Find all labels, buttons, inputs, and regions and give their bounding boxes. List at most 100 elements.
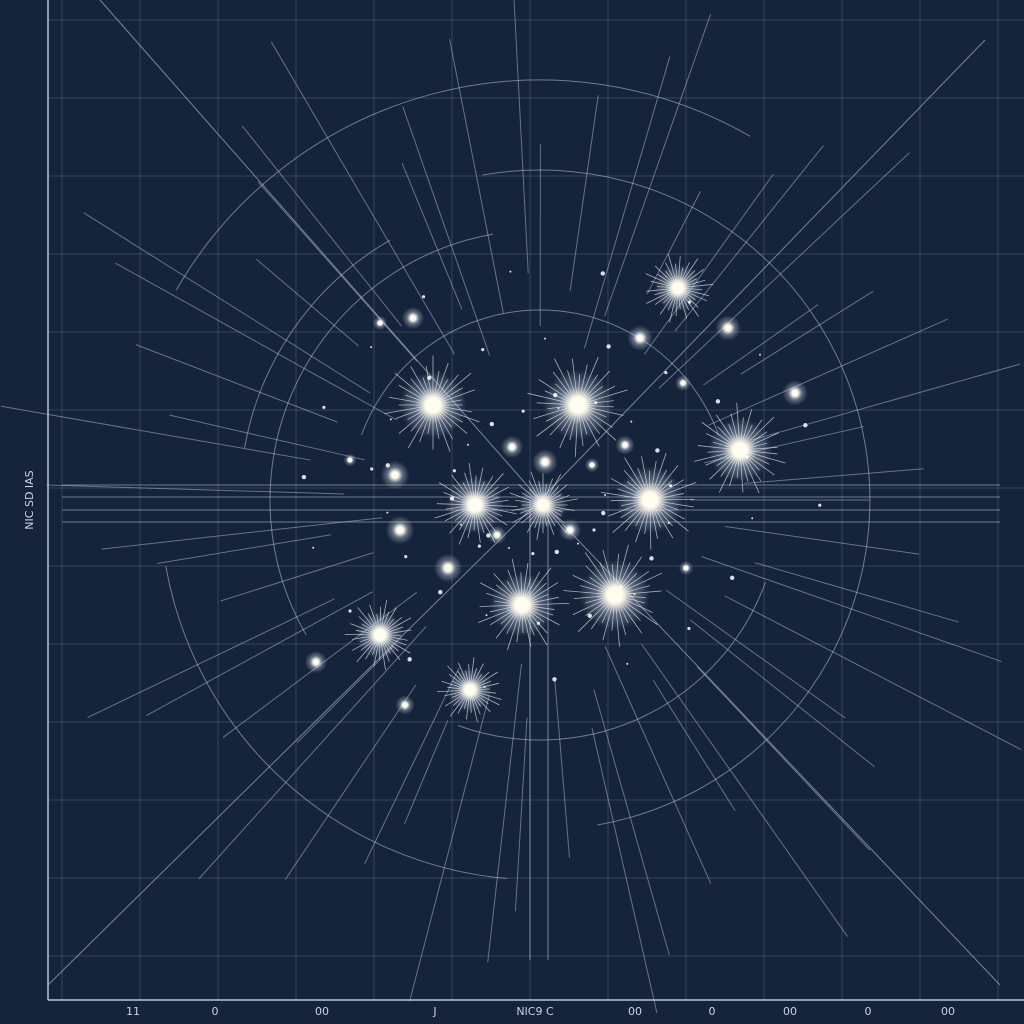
dust	[687, 626, 691, 631]
dust	[745, 455, 749, 459]
arc	[269, 233, 494, 636]
line	[689, 619, 875, 768]
dust	[407, 657, 412, 662]
dust	[477, 544, 481, 548]
dust	[531, 551, 535, 556]
dust	[483, 686, 486, 689]
star-core	[672, 282, 684, 294]
star-core	[396, 526, 404, 534]
x-label: 00	[783, 1005, 797, 1018]
line	[115, 262, 398, 421]
x-label: 0	[212, 1005, 219, 1018]
star-core	[542, 459, 548, 465]
line	[409, 695, 490, 1002]
star-core	[622, 442, 628, 448]
line	[87, 598, 335, 718]
line	[404, 720, 449, 824]
line	[514, 717, 528, 912]
dust	[370, 346, 373, 349]
dust	[601, 510, 606, 516]
stars	[301, 253, 822, 723]
line	[145, 591, 373, 717]
grid	[48, 0, 1024, 1000]
star-core	[509, 444, 515, 450]
star-core	[464, 684, 476, 696]
line	[402, 106, 491, 356]
line	[554, 680, 570, 858]
dust	[664, 370, 668, 375]
star-core	[374, 629, 386, 641]
line	[135, 344, 338, 423]
dust	[485, 614, 488, 617]
line	[157, 534, 331, 564]
line	[724, 595, 1022, 751]
dust	[554, 549, 560, 555]
star-core	[313, 659, 319, 665]
line	[47, 499, 541, 986]
x-label: J	[432, 1005, 436, 1018]
dust	[386, 511, 389, 514]
dust	[536, 621, 541, 625]
line	[364, 667, 460, 865]
star-core	[567, 527, 573, 533]
star-core	[725, 325, 731, 331]
x-label: NIC9 C	[516, 1005, 554, 1018]
star-core	[514, 597, 530, 613]
dust	[818, 503, 822, 507]
star-core	[377, 320, 383, 326]
star-core	[792, 390, 798, 396]
star-core	[444, 564, 452, 572]
dust	[449, 496, 455, 501]
star-core	[425, 397, 441, 413]
star-core	[468, 498, 482, 512]
line	[296, 645, 394, 743]
dust	[552, 677, 557, 682]
line	[646, 191, 702, 295]
star-core	[642, 492, 658, 508]
line	[674, 145, 824, 332]
star-core	[589, 462, 595, 468]
line	[604, 645, 712, 884]
line	[487, 663, 522, 963]
line	[740, 290, 874, 375]
x-labels: 11 0 00 J NIC9 C 00 0 00 0 00	[126, 1005, 955, 1018]
dust	[486, 533, 491, 538]
line	[752, 363, 1021, 441]
line	[101, 517, 383, 550]
arc	[165, 565, 507, 880]
dust	[587, 613, 593, 618]
line	[46, 484, 345, 495]
dust	[687, 300, 692, 304]
dust	[729, 575, 735, 581]
dust	[594, 400, 598, 405]
dust	[758, 353, 761, 356]
arc	[244, 239, 391, 448]
line	[591, 728, 658, 1013]
line	[665, 589, 846, 719]
dust	[557, 407, 560, 410]
dust	[438, 589, 443, 595]
dust	[544, 337, 546, 340]
dust	[592, 528, 596, 532]
dust	[655, 448, 660, 453]
star-core	[347, 457, 353, 463]
dust	[421, 295, 426, 299]
y-label: NIC SD IAS	[23, 470, 36, 529]
line	[1, 405, 311, 461]
star-core	[683, 565, 689, 571]
dust	[553, 392, 558, 398]
dust	[633, 593, 636, 596]
dust	[600, 271, 605, 276]
x-label: 00	[941, 1005, 955, 1018]
star-core	[570, 397, 586, 413]
dust	[626, 662, 629, 665]
dust	[322, 405, 326, 409]
dust	[452, 469, 456, 473]
dust	[619, 585, 623, 589]
star-core	[607, 587, 623, 603]
line	[744, 468, 924, 484]
line	[449, 38, 504, 314]
